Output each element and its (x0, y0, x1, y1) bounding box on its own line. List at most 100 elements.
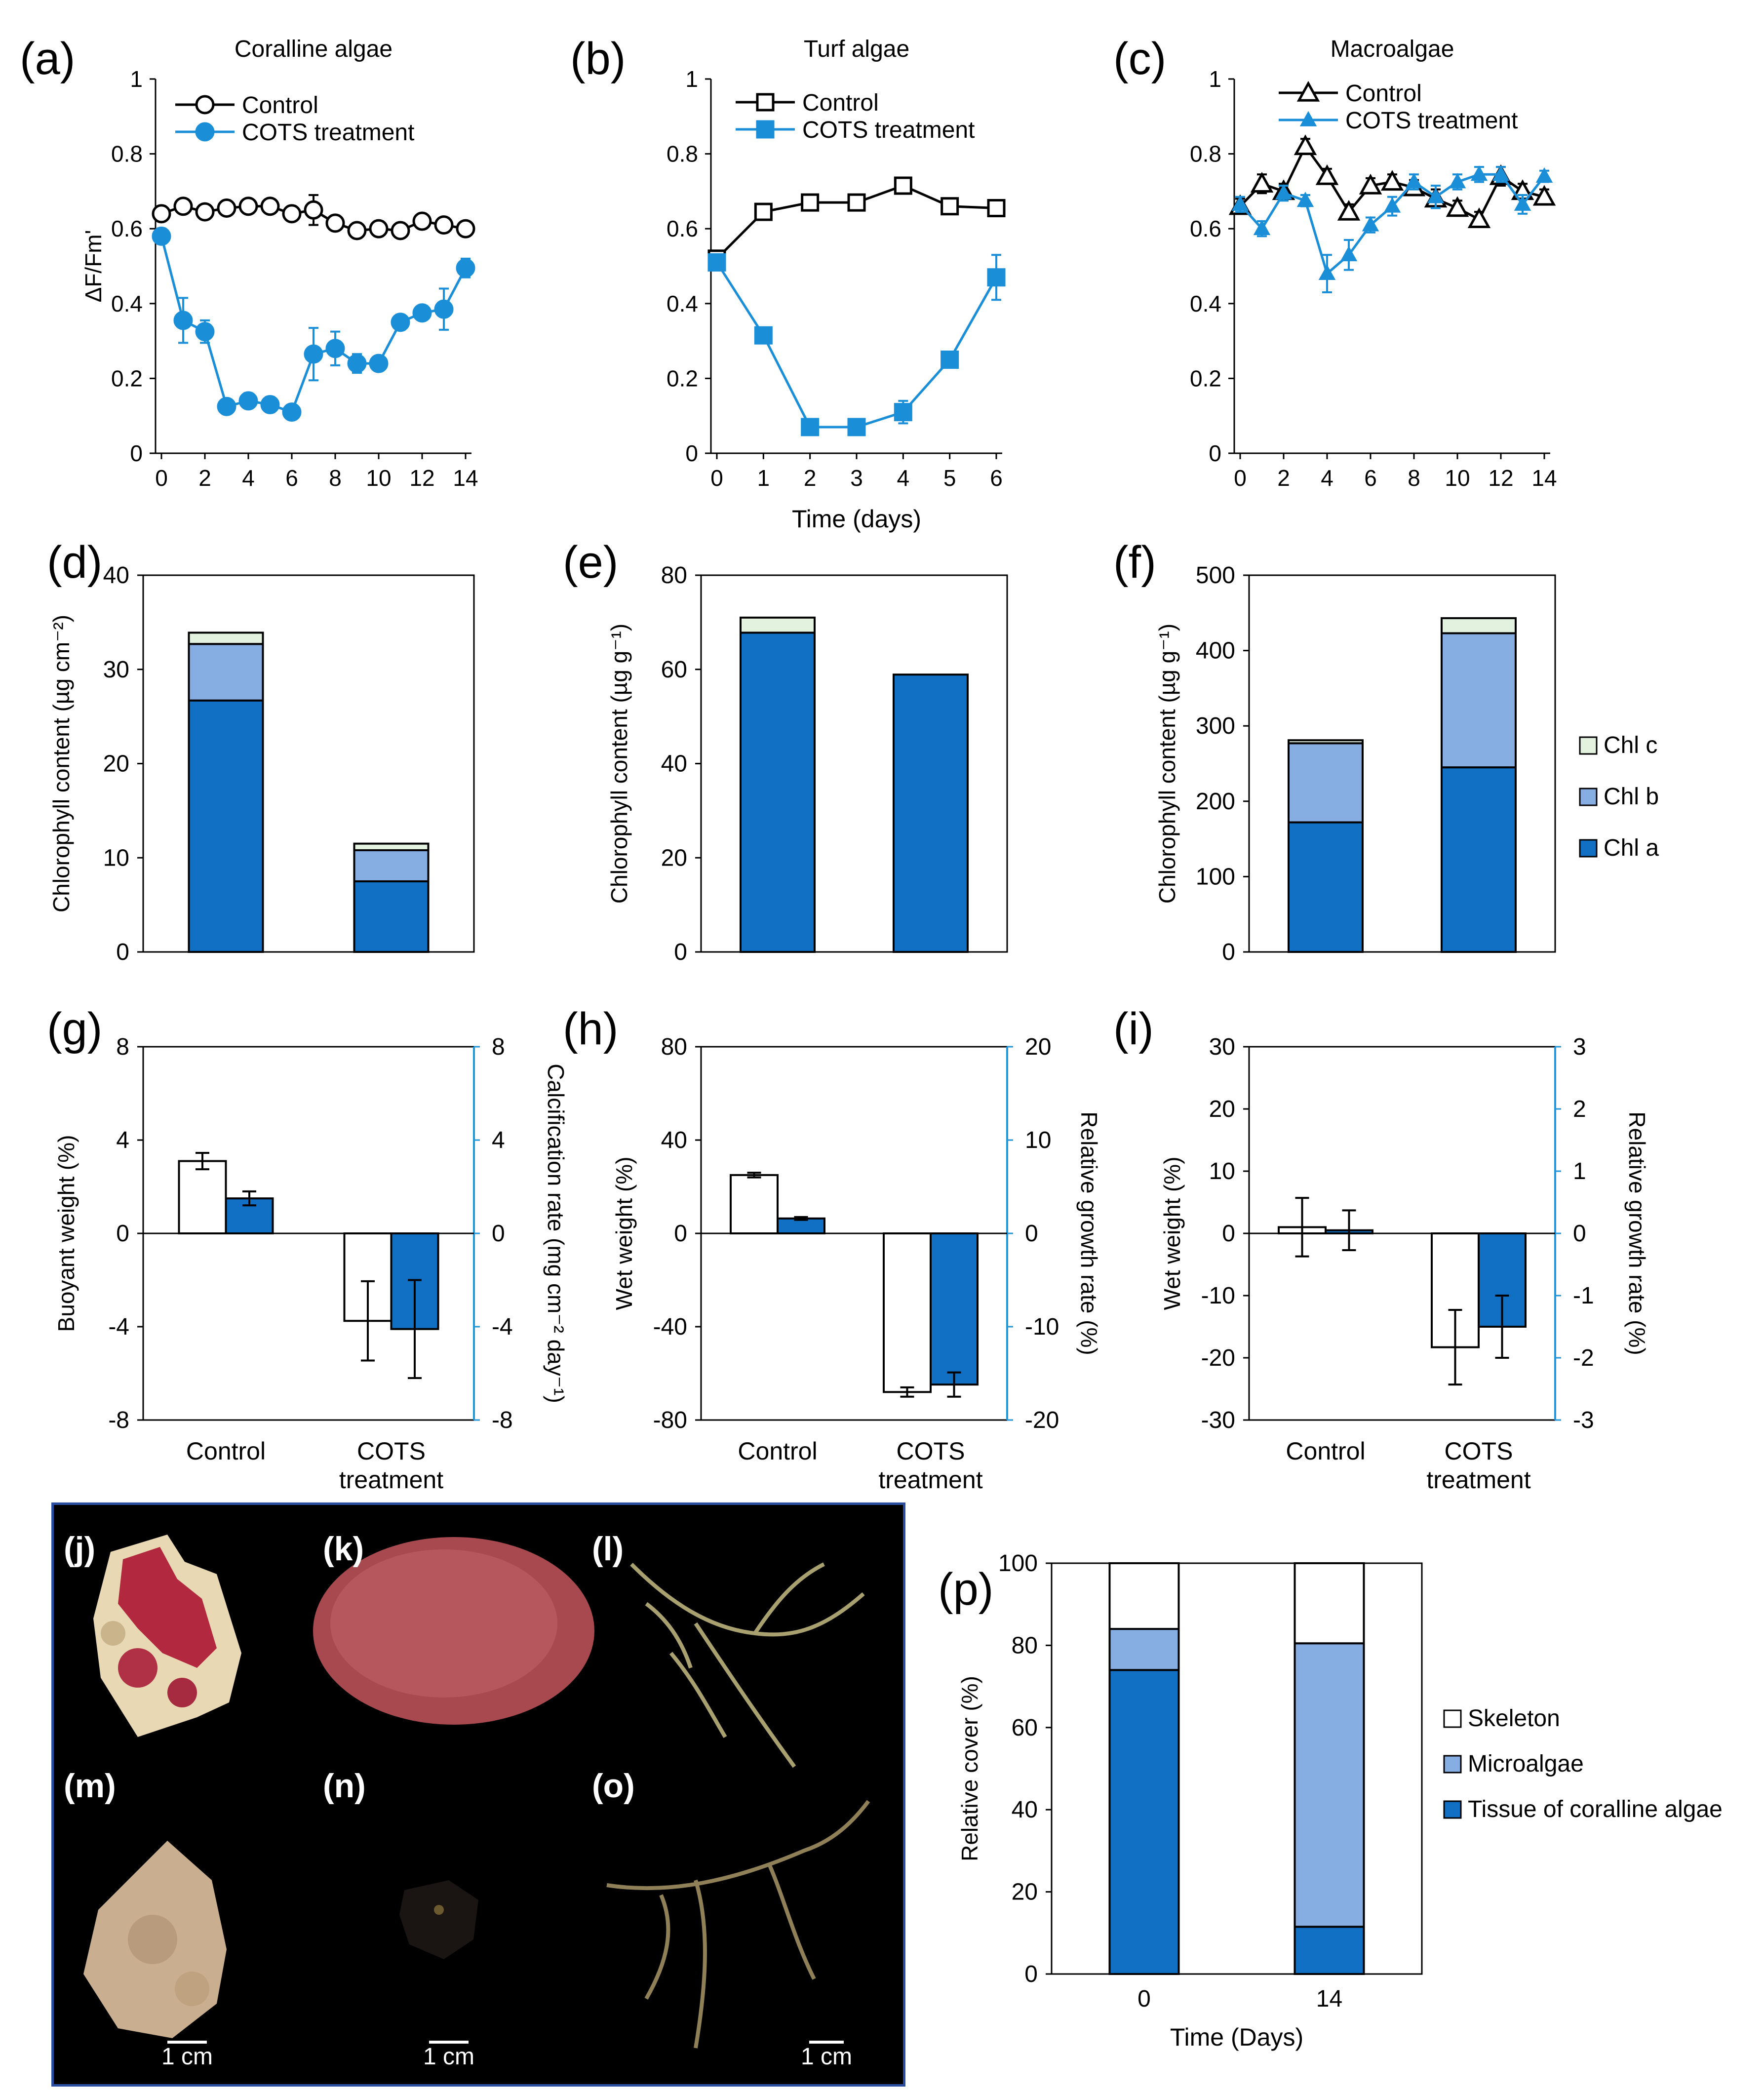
x-tick-label: 6 (990, 465, 1003, 491)
data-point (1340, 246, 1358, 262)
y-right-tick-label: -8 (492, 1407, 513, 1433)
data-point (217, 198, 236, 218)
y-tick-label: 0 (674, 1221, 687, 1247)
legend-label: Skeleton (1468, 1705, 1560, 1732)
y-tick-label: 100 (1196, 864, 1235, 890)
x-tick-label: 2 (804, 465, 817, 491)
y-tick-label: 300 (1196, 713, 1235, 739)
panel-label-g: (g) (47, 1004, 102, 1054)
panel-label-d: (d) (47, 537, 102, 588)
y-tick-label: -80 (653, 1407, 687, 1433)
y-right-tick-label: -2 (1573, 1345, 1594, 1371)
data-point (1362, 216, 1379, 232)
y-tick-label: 0.4 (111, 291, 143, 316)
y-tick-label: 10 (1209, 1158, 1235, 1185)
y-tick-label: 0.6 (111, 216, 143, 241)
x-tick-label: 12 (1488, 465, 1513, 491)
photo-label-k: (k) (323, 1530, 364, 1568)
panel-label-f: (f) (1113, 537, 1156, 588)
series-line (715, 262, 998, 429)
legend-label: Control (242, 92, 318, 118)
x-tick-label: 3 (850, 465, 863, 491)
y-tick-label: 60 (1012, 1715, 1038, 1741)
data-point (941, 197, 959, 216)
data-point (1535, 167, 1553, 183)
y-tick-label: 0 (116, 939, 129, 965)
y-tick-label: 20 (1012, 1879, 1038, 1905)
bar-segment (1441, 632, 1517, 769)
x-tick-label: Control (1286, 1437, 1365, 1465)
data-point (1427, 188, 1445, 203)
legend-marker (1299, 111, 1317, 126)
bar (777, 1217, 825, 1235)
y-right-axis-label: Calcification rate (mg cm⁻² day⁻¹) (543, 1064, 569, 1403)
y-tick-label: 0.2 (666, 365, 698, 391)
data-point (707, 253, 726, 272)
data-point (1337, 199, 1361, 221)
bleached-coralline-photo (83, 1841, 227, 2038)
x-tick-label: 2 (1277, 465, 1290, 491)
y-tick-label: -8 (108, 1407, 129, 1433)
chart-title: Turf algae (804, 36, 909, 62)
y-tick-label: 0 (116, 1221, 129, 1247)
bar-segment (740, 616, 816, 634)
x-tick-label: treatment (878, 1466, 982, 1494)
scale-label-j: 1 cm (161, 2044, 213, 2070)
y-tick-label: -30 (1201, 1407, 1235, 1433)
data-point (434, 215, 454, 235)
data-point (173, 197, 193, 216)
y-tick-label: 0.2 (111, 365, 143, 391)
bar-segment (188, 632, 264, 645)
y-tick-label: 20 (1209, 1096, 1235, 1122)
x-tick-label: 14 (1316, 1986, 1342, 2012)
photo-label-n: (n) (323, 1767, 366, 1805)
x-tick-label: 14 (1531, 465, 1557, 491)
y-tick-label: 10 (103, 845, 129, 871)
data-point (325, 339, 345, 358)
data-point (260, 395, 280, 414)
data-point (847, 418, 866, 436)
chart-e: 0 20 40 60 80 Chlorophyll content (µg g⁻¹) (606, 562, 1008, 965)
y-tick-label: 8 (116, 1034, 129, 1060)
x-tick-label: 4 (897, 465, 910, 491)
data-point (434, 299, 454, 319)
data-point (1250, 172, 1274, 193)
x-tick-label: 0 (1137, 1986, 1151, 2012)
macroalgae-photo (630, 1562, 865, 1768)
data-point (847, 193, 866, 212)
y-right-tick-label: -3 (1573, 1407, 1594, 1433)
plot-frame (1051, 1562, 1423, 1975)
y-tick-label: 80 (1012, 1632, 1038, 1659)
legend-label: Chl b (1604, 784, 1659, 810)
y-axis-label: Relative cover (%) (957, 1676, 982, 1861)
y-axis-label: Wet weight (%) (1159, 1156, 1185, 1310)
scale-label-o: 1 cm (800, 2044, 852, 2070)
scale-label-n: 1 cm (423, 2044, 474, 2070)
data-point (456, 219, 475, 238)
bar-segment (188, 699, 264, 953)
bar-segment (1288, 742, 1364, 824)
chart-title: Macroalgae (1331, 36, 1454, 62)
x-tick-label: 10 (366, 465, 391, 491)
chart-h: -80 -40 0 40 80 -20 -10 0 10 20 Control COTStreatme… (611, 1034, 1102, 1494)
bar (930, 1232, 979, 1386)
legend-swatch (1579, 736, 1598, 755)
y-axis-label: Buoyant weight (%) (53, 1135, 79, 1332)
data-point (1275, 184, 1293, 200)
y-tick-label: 0.2 (1190, 365, 1221, 391)
data-point (1405, 173, 1423, 189)
legend-swatch (1579, 788, 1598, 806)
y-tick-label: 0 (1209, 440, 1221, 466)
data-point (238, 391, 258, 411)
data-point (1315, 164, 1339, 185)
bar (730, 1174, 779, 1234)
legend-marker (756, 120, 775, 139)
data-point (801, 418, 820, 436)
y-tick-label: 30 (1209, 1034, 1235, 1060)
bar-segment (1288, 821, 1364, 953)
x-tick-label: COTS (897, 1437, 965, 1465)
data-point (412, 303, 432, 323)
panel-label-h: (h) (563, 1004, 618, 1054)
y-tick-label: -40 (653, 1314, 687, 1340)
data-point (1449, 173, 1466, 189)
